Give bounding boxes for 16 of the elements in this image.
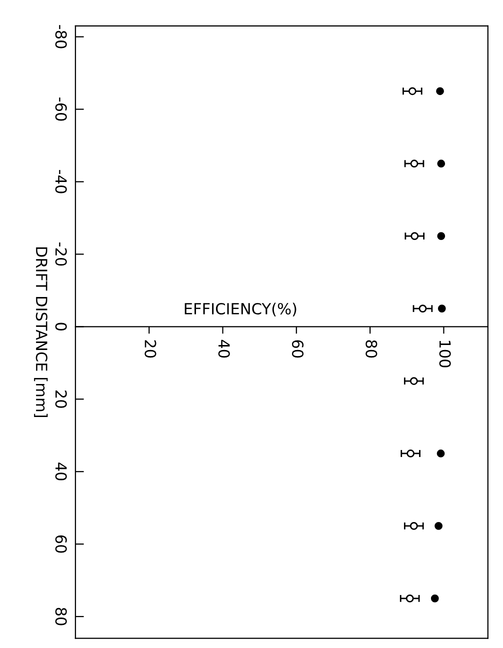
x-axis-title: EFFICIENCY(%) [184, 302, 296, 316]
y-tick-label: -20 [55, 242, 67, 266]
y-tick-label: 40 [55, 462, 67, 480]
y-tick-label: 80 [55, 608, 67, 626]
x-tick-label: 20 [144, 340, 156, 358]
y-tick-label: -40 [55, 170, 67, 194]
y-tick-label: -80 [55, 25, 67, 48]
x-tick-label: 60 [292, 340, 304, 358]
x-tick-label: 100 [439, 340, 451, 368]
x-tick-label: 80 [366, 340, 378, 358]
x-tick-label: 40 [218, 340, 230, 358]
y-tick-label: 20 [55, 390, 67, 408]
y-tick-label: -60 [55, 98, 67, 121]
y-axis-title: DRIFT DISTANCE [mm] [34, 247, 48, 418]
y-tick-label: 60 [55, 535, 67, 553]
y-tick-label: 0 [55, 322, 67, 331]
